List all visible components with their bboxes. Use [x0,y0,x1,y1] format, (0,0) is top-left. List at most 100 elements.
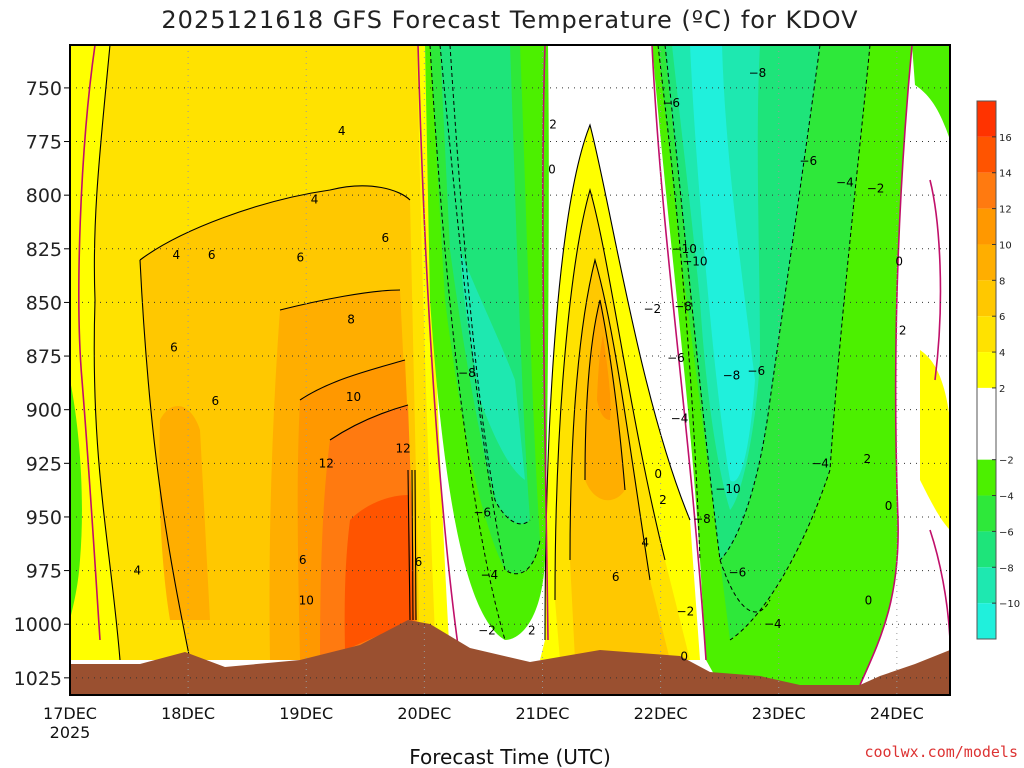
contour-label: −4 [671,411,689,425]
contour-label: 0 [654,467,662,481]
isotherm-4 [93,45,121,661]
colorbar-band [977,387,996,460]
contour-label: −8 [723,368,741,382]
colorbar-tick-label: −10 [999,599,1020,610]
colorbar-band [977,459,996,496]
contour-label: 0 [680,649,688,663]
contour-label: 6 [612,570,620,584]
colorbar-tick-label: 10 [999,240,1012,251]
colorbar-tick-label: 16 [999,133,1012,144]
contour-label: −4 [764,617,782,631]
x-axis-label: Forecast Time (UTC) [409,745,611,768]
colorbar-tick-label: 8 [999,276,1005,287]
contour-label: 4 [311,192,319,206]
contour-label: 12 [319,456,334,470]
contour-label: −6 [799,154,817,168]
colorbar: 16 14 12 10 8 6 4 2 −2 −4 −6 −8 −10 [976,100,1020,640]
contour-label: 6 [211,394,219,408]
y-tick-label: 975 [26,561,62,583]
warm-region-east [540,125,700,660]
contour-fill-minus-10-east [690,45,755,482]
colorbar-band [977,280,996,317]
contour-label: 4 [338,124,346,138]
y-tick-label: 825 [26,239,62,261]
contour-label: 2 [863,452,871,466]
colorbar-band [977,316,996,353]
plot-frame [69,44,951,696]
colorbar-tick-label: 4 [999,348,1005,359]
contour-label: 10 [346,390,361,404]
isotherm-minus-4 [439,45,541,575]
contour-label: −4 [480,568,498,582]
contour-fill-2-far-east [920,350,950,530]
contour-label: 2 [899,323,907,337]
colorbar-tick-label: 14 [999,169,1012,180]
x-tick-label: 20DEC [397,704,451,723]
isotherm-east-8 [584,299,626,491]
contour-label: 6 [299,553,307,567]
contour-label: −8 [749,66,767,80]
contour-fill-10-east [597,335,611,420]
contour-label: −2 [677,604,695,618]
contour-lines [78,45,950,686]
contour-label: 0 [548,162,556,176]
x-tick-label: 22DEC [634,704,688,723]
colorbar-band [977,531,996,568]
isotherm-6-top [139,185,411,261]
y-tick-label: 1000 [14,614,62,636]
colorbar-band [977,136,996,173]
contour-label: −2 [478,624,496,638]
isotherm-minus-2-east [657,45,701,561]
y-axis: 750 775 800 825 850 875 900 925 950 975 1000 1025 [14,78,70,690]
contour-label: 6 [382,231,390,245]
isotherm-10 [299,359,406,401]
y-tick-label: 1025 [14,668,62,690]
y-tick-label: 950 [26,507,62,529]
contour-label: 6 [415,555,423,569]
contour-label: 10 [299,594,314,608]
contour-label: −6 [662,96,680,110]
warm-region-west [70,45,450,661]
contour-label: −6 [473,506,491,520]
contour-label: 8 [347,313,355,327]
contour-fill-minus-2-far-east [912,45,950,140]
contour-label: 4 [134,564,142,578]
contour-label: −4 [811,456,829,470]
terrain-surface-pressure [70,620,950,695]
isotherm-minus-4-east [664,45,771,613]
contour-label: −8 [693,512,711,526]
colorbar-tick-label: −4 [999,492,1014,503]
contour-fill-minus-2-sw [70,380,82,620]
contour-label: 0 [895,255,903,269]
contour-label: −10 [672,242,697,256]
chart-title: 2025121618 GFS Forecast Temperature (ºC)… [161,6,858,34]
freezing-line-west [78,45,101,641]
colorbar-tick-label: −2 [999,456,1014,467]
contour-label: 4 [641,536,649,550]
contour-label: −2 [643,302,661,316]
contour-label: −10 [715,482,740,496]
contour-fill-14 [344,495,414,650]
colorbar-band [977,172,996,209]
isotherm-east-6 [569,257,651,581]
isotherm-east-2 [544,123,691,641]
contour-label: 4 [172,248,180,262]
isotherm-front [407,469,417,621]
contour-fill-minus-8 [460,250,525,480]
colorbar-tick-label: −6 [999,527,1014,538]
contour-label: 2 [528,624,536,638]
freezing-line-mid [542,45,549,641]
contour-label: −6 [729,566,747,580]
isotherm-minus-6-east [719,45,821,561]
x-tick-label: 17DEC [43,704,97,723]
contour-label: 6 [208,248,216,262]
x-tick-label: 19DEC [279,704,333,723]
isotherm-east-4 [554,187,666,601]
contour-label: −6 [747,364,765,378]
y-tick-label: 850 [26,292,62,314]
credit-link[interactable]: coolwx.com/models [864,743,1018,761]
y-tick-label: 925 [26,453,62,475]
x-tick-label: 18DEC [161,704,215,723]
